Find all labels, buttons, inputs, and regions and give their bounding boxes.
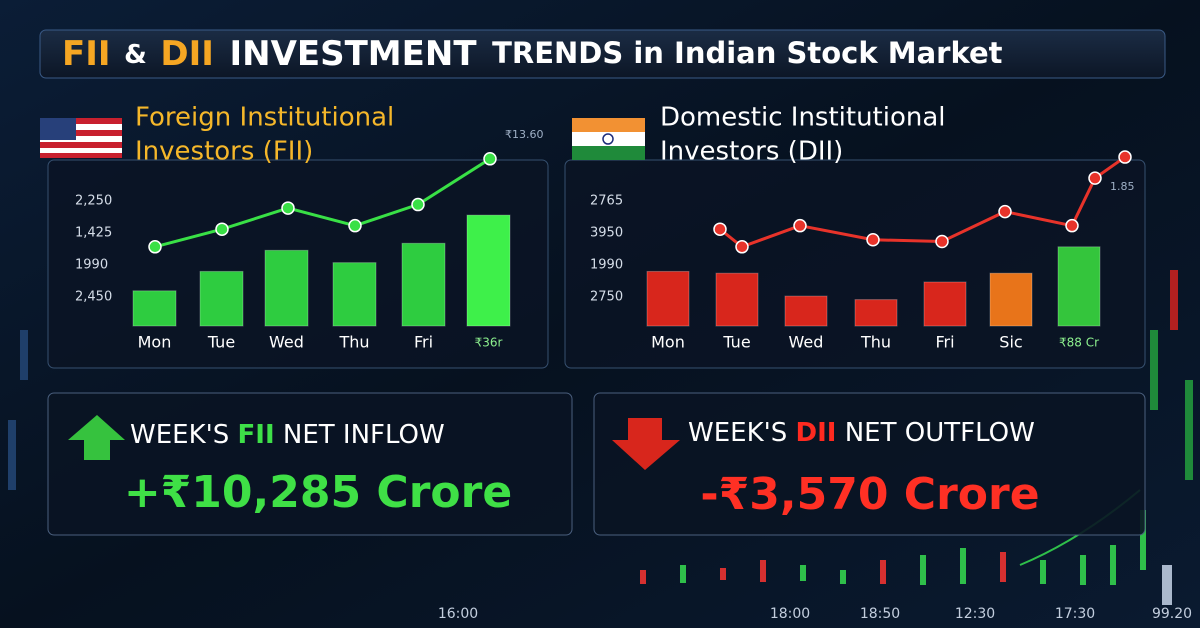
title-rest: TRENDS in Indian Stock Market [492, 36, 1003, 70]
summary-key: DII [796, 418, 837, 448]
summary-box [593, 392, 1146, 536]
time-label: 99.20 [1152, 606, 1192, 622]
x-tick-label: Fri [935, 333, 954, 352]
x-tick-label: Wed [789, 333, 824, 352]
line-point [483, 152, 497, 166]
title-investment: INVESTMENT [229, 34, 477, 74]
bar [784, 295, 828, 327]
line-point [1065, 218, 1079, 233]
time-label: 17:30 [1055, 606, 1095, 622]
x-tick-label: Tue [722, 333, 750, 352]
time-label: 18:50 [860, 606, 900, 622]
y-tick-label: 2,450 [75, 290, 112, 305]
line-point [866, 233, 880, 247]
corner-label: ₹13.60 [505, 128, 544, 141]
line-point [411, 197, 425, 212]
bar [264, 249, 309, 327]
panel-heading: Foreign Institutional [135, 103, 394, 133]
x-tick-label: Mon [138, 333, 172, 352]
line-point [348, 218, 362, 233]
y-tick-label: 1990 [75, 258, 108, 273]
bar [646, 270, 690, 327]
x-tick-label: Sic [999, 333, 1022, 352]
us-flag [40, 118, 122, 158]
up-arrow [68, 415, 125, 460]
line-point [793, 218, 807, 233]
time-label: 16:00 [438, 606, 478, 622]
x-tick-label: ₹36r [475, 336, 503, 350]
summary-key: FII [238, 420, 275, 450]
line-point [713, 222, 727, 236]
summary-pre: WEEK'S [130, 420, 238, 450]
line-point [148, 240, 162, 254]
line-point [281, 201, 295, 215]
panel-heading: Investors (DII) [660, 137, 843, 167]
y-tick-label: 1,425 [75, 226, 112, 241]
title-fii: FII [62, 34, 111, 74]
y-tick-label: 2,250 [75, 194, 112, 209]
line [154, 157, 491, 249]
panel-heading: Investors (FII) [135, 137, 313, 167]
bar [401, 242, 446, 327]
y-tick-label: 2765 [590, 194, 623, 209]
corner-label: 1.85 [1110, 180, 1135, 193]
down-arrow [612, 418, 680, 470]
title-dii: DII [160, 34, 214, 74]
x-tick-label: ₹88 Cr [1059, 336, 1099, 350]
x-tick-label: Tue [207, 333, 235, 352]
bar [132, 290, 177, 327]
y-tick-label: 3950 [590, 226, 623, 241]
bar [923, 281, 967, 327]
y-tick-label: 2750 [590, 290, 623, 305]
line-point [215, 222, 229, 236]
bar [854, 299, 898, 327]
summary-amount: -₹3,570 Crore [700, 469, 1039, 520]
time-label: 18:00 [770, 606, 810, 622]
summary-amount: +₹10,285 Crore [124, 467, 512, 518]
summary-post: NET OUTFLOW [836, 418, 1034, 448]
line-point [735, 240, 749, 254]
x-tick-label: Wed [269, 333, 304, 352]
summary-post: NET INFLOW [275, 420, 445, 450]
x-tick-label: Thu [338, 333, 369, 352]
x-tick-label: Thu [860, 333, 891, 352]
summary-heading: WEEK'S FII NET INFLOW [130, 420, 445, 450]
time-label: 12:30 [955, 606, 995, 622]
line-point [998, 204, 1012, 219]
line-point [1118, 150, 1132, 164]
bar [715, 272, 759, 327]
bar [1057, 246, 1101, 327]
line-point [935, 234, 949, 249]
bar [199, 270, 244, 327]
bar [332, 262, 377, 327]
bar [989, 272, 1033, 327]
y-tick-label: 1990 [590, 258, 623, 273]
x-tick-label: Mon [651, 333, 685, 352]
summary-pre: WEEK'S [688, 418, 796, 448]
line-point [1088, 171, 1102, 185]
summary-heading: WEEK'S DII NET OUTFLOW [688, 418, 1035, 448]
title-amp: & [124, 40, 147, 70]
chart-title: FII & DII INVESTMENT TRENDS in Indian St… [62, 34, 1003, 74]
panel-heading: Domestic Institutional [660, 103, 946, 133]
summary-box [47, 392, 573, 536]
x-tick-label: Fri [414, 333, 433, 352]
india-flag [572, 118, 645, 160]
title-banner [39, 29, 1166, 79]
bar [466, 214, 511, 327]
